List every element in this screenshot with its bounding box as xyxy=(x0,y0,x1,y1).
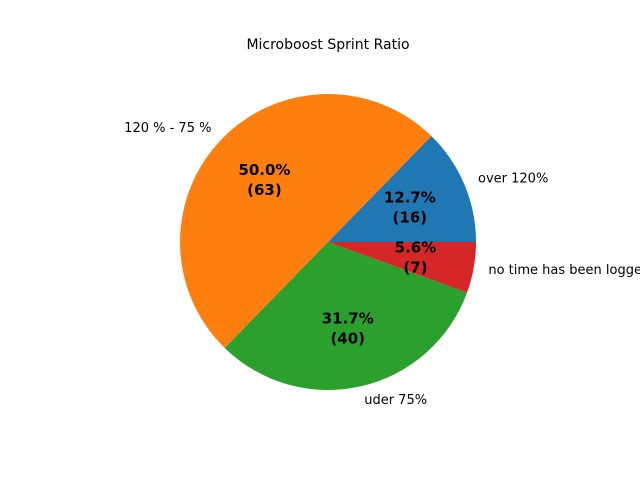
pie-slice-3 xyxy=(328,242,476,293)
pie-labels: over 120% 12.7% (16) 120 % - 75 % 50.0% (63) u… xyxy=(124,121,640,408)
slice-count-label-0: (16) xyxy=(393,209,428,227)
slice-percent-label-2: 31.7% xyxy=(322,310,374,328)
slice-count-label-2: (40) xyxy=(330,330,365,348)
pie-slices xyxy=(180,94,476,390)
slice-percent-label-1: 50.0% xyxy=(238,161,290,179)
slice-category-label-3: no time has been logged xyxy=(488,263,640,278)
pie-slice-1 xyxy=(180,94,432,348)
slice-percent-label-3: 5.6% xyxy=(395,238,437,256)
pie-slice-2 xyxy=(224,242,468,390)
slice-category-label-1: 120 % - 75 % xyxy=(124,121,211,136)
slice-category-label-0: over 120% xyxy=(478,171,548,186)
slice-percent-label-0: 12.7% xyxy=(384,189,436,207)
slice-category-label-2: uder 75% xyxy=(364,393,427,408)
pie-slice-0 xyxy=(328,136,476,242)
slice-count-label-3: (7) xyxy=(403,258,427,276)
chart-title: Microboost Sprint Ratio xyxy=(246,37,409,53)
slice-count-label-1: (63) xyxy=(247,181,282,199)
